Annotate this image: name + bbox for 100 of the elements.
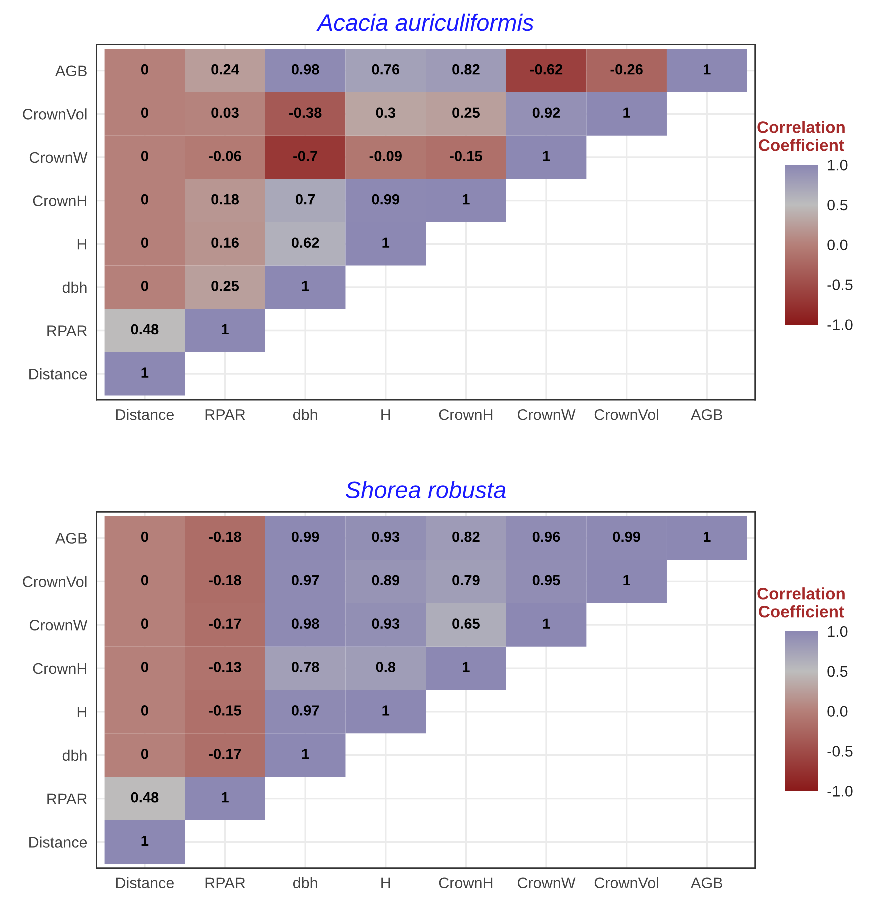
data-label: 0.48 (131, 792, 159, 803)
data-label: -0.38 (290, 108, 322, 118)
x-tick-label: AGB (691, 878, 722, 889)
data-label: 0.99 (292, 532, 320, 542)
data-label: -0.26 (610, 64, 643, 75)
data-label: 0 (141, 748, 148, 760)
x-tick-label: AGB (691, 409, 722, 420)
data-label: -0.18 (209, 532, 242, 542)
y-tick-label: RPAR (48, 326, 88, 336)
data-label: -0.17 (209, 618, 242, 630)
data-label: 1 (463, 194, 470, 205)
data-label: 0.18 (212, 194, 240, 205)
x-tick-label: CrownVol (594, 877, 658, 889)
color-bar-label: 1.0 (828, 626, 848, 638)
data-label: 0.98 (292, 64, 320, 75)
data-label: 0.93 (372, 618, 400, 630)
data-label: 1 (142, 368, 149, 378)
y-tick-label: Distance (30, 836, 88, 848)
data-label: 0.98 (292, 618, 320, 630)
y-tick-label: CrownW (30, 620, 88, 631)
data-label: 0.97 (292, 575, 320, 586)
data-label: 1 (302, 749, 310, 760)
data-label: 1 (463, 662, 470, 672)
y-tick-label: CrownH (33, 663, 86, 674)
data-label: -0.15 (209, 706, 242, 716)
data-label: 0 (141, 64, 148, 75)
color-bar-label: -1.0 (828, 320, 853, 330)
data-label: -0.7 (294, 151, 318, 162)
data-label: 1 (704, 64, 711, 75)
data-label: -0.15 (450, 151, 482, 162)
data-label: 0.99 (372, 194, 400, 205)
x-tick-label: RPAR (206, 410, 246, 420)
data-label: 0 (141, 575, 148, 586)
data-label: 0 (141, 618, 148, 630)
data-label: 0.96 (532, 532, 560, 542)
x-tick-label: dbh (293, 409, 318, 420)
y-tick-label: AGB (56, 66, 87, 77)
y-tick-label: CrownW (30, 152, 88, 164)
data-label: 0.3 (376, 108, 396, 118)
y-tick-label: Distance (30, 368, 88, 380)
x-tick-label: CrownW (518, 878, 576, 889)
data-label: 1 (222, 792, 229, 803)
data-label: 1 (543, 618, 550, 629)
data-label: 0.89 (372, 575, 400, 586)
y-tick-label: H (78, 239, 86, 250)
y-tick-label: dbh (62, 750, 87, 762)
y-tick-label: CrownVol (23, 108, 87, 120)
x-tick-label: CrownVol (594, 409, 658, 420)
data-label: 0 (141, 281, 148, 292)
y-tick-label: AGB (56, 533, 87, 544)
y-tick-label: CrownH (33, 196, 86, 206)
data-label: 0.65 (452, 618, 480, 630)
data-label: 0 (141, 151, 148, 162)
data-label: -0.06 (209, 151, 242, 162)
y-tick-label: H (78, 706, 86, 718)
color-bar-label: -0.5 (828, 746, 853, 757)
data-label: 0.99 (613, 532, 640, 542)
data-label: -0.18 (209, 575, 242, 586)
data-label: 1 (624, 575, 630, 586)
y-tick-label: dbh (62, 282, 87, 294)
data-label: 0 (141, 662, 148, 672)
x-tick-label: CrownH (439, 878, 493, 889)
data-label: 0 (141, 706, 148, 716)
data-label: 1 (302, 281, 310, 292)
x-tick-label: RPAR (206, 878, 246, 888)
data-label: 0.76 (372, 64, 400, 75)
data-label: 0.93 (372, 532, 400, 542)
x-tick-label: H (382, 878, 390, 888)
data-label: 1 (543, 151, 550, 162)
data-label: 1 (222, 324, 229, 335)
color-bar-title: Correlation Coefficient (758, 121, 845, 152)
color-bar-label: 0.0 (828, 240, 848, 251)
data-label: 0 (141, 108, 148, 118)
data-label: 0 (141, 194, 148, 205)
data-label: 0.25 (212, 281, 240, 292)
x-tick-label: CrownW (518, 409, 576, 420)
x-tick-label: Distance (116, 877, 174, 889)
data-label: 0.8 (376, 662, 396, 672)
data-label: 0.16 (212, 238, 239, 248)
y-tick-label: CrownVol (23, 576, 87, 588)
data-label: 1 (382, 238, 390, 248)
color-bar-label: 0.5 (828, 200, 848, 211)
data-label: 1 (142, 836, 149, 846)
data-label: 0.79 (452, 575, 480, 586)
x-tick-label: dbh (293, 877, 318, 889)
data-label: 0.24 (212, 64, 240, 75)
color-bar-title: Correlation Coefficient (758, 588, 845, 618)
data-label: 0.48 (131, 324, 159, 335)
data-label: 1 (382, 706, 390, 716)
data-label: 0.78 (292, 662, 320, 672)
data-label: 0.92 (532, 108, 560, 118)
data-label: 1 (624, 108, 630, 118)
color-bar-label: 0.5 (828, 666, 848, 678)
data-label: 0 (141, 532, 148, 542)
chart-title: Acacia auriculiformis (316, 14, 534, 32)
x-tick-label: Distance (116, 409, 174, 420)
chart-title: Shorea robusta (346, 481, 506, 499)
data-label: 0.82 (452, 532, 480, 542)
x-tick-label: CrownH (439, 409, 493, 420)
data-label: 0 (141, 238, 148, 248)
